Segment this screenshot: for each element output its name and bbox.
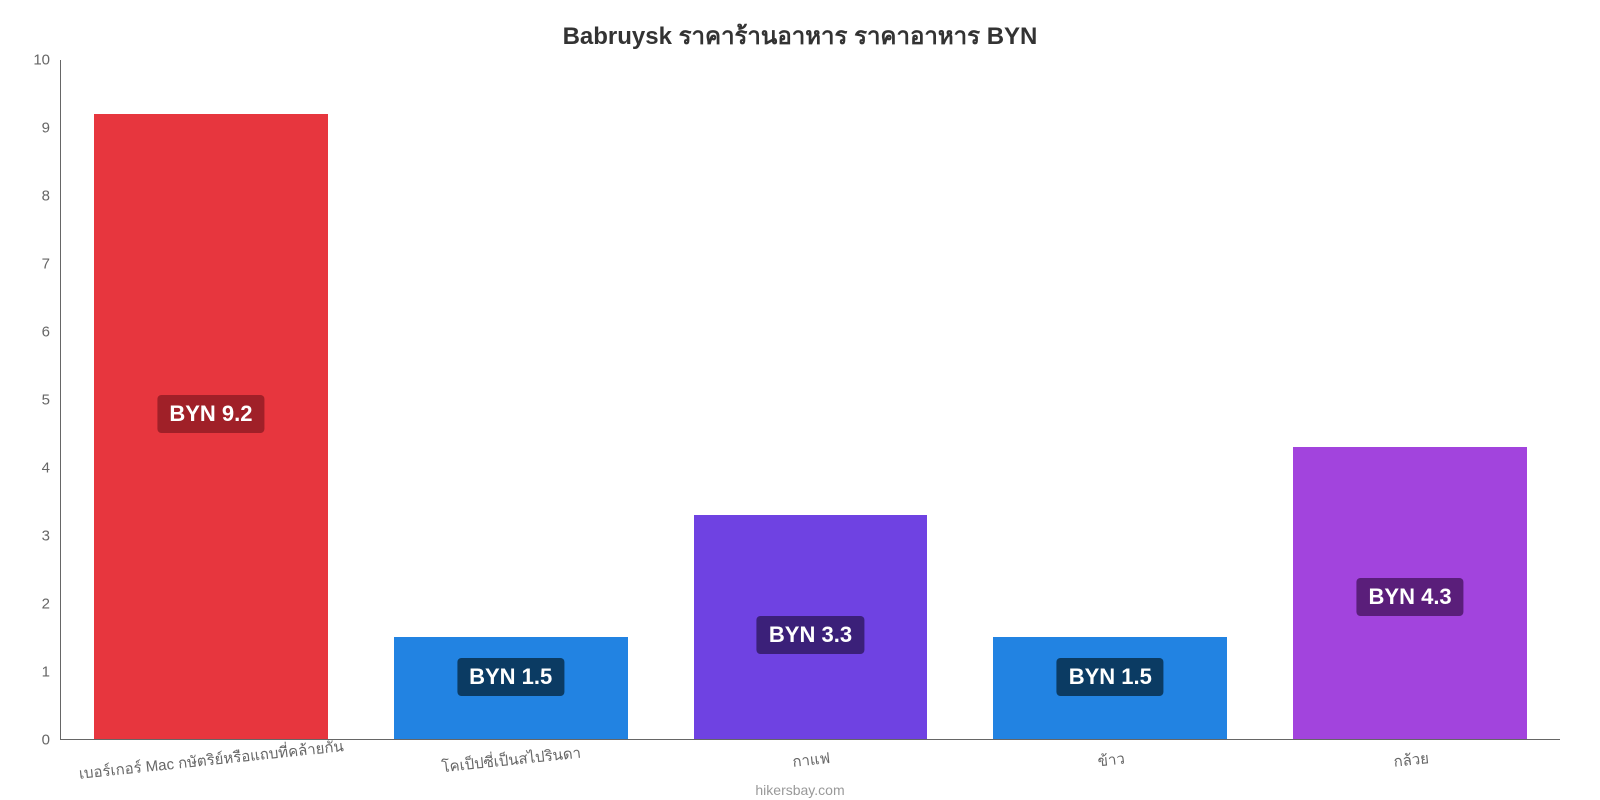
bar-value-label: BYN 1.5 [1057,658,1164,696]
y-tick-label: 5 [42,392,50,409]
bar: BYN 1.5 [993,637,1227,739]
y-tick-label: 0 [42,732,50,749]
bar: BYN 4.3 [1293,447,1527,739]
y-axis: 012345678910 [0,60,60,740]
y-tick-label: 9 [42,120,50,137]
y-tick-label: 8 [42,188,50,205]
x-tick-label: กาแฟ [791,746,831,774]
bar-value-label: BYN 9.2 [157,395,264,433]
bar-value-label: BYN 1.5 [457,658,564,696]
x-tick-label: เบอร์เกอร์ Mac กษัตริย์หรือแถบที่คล้ายกั… [78,734,345,786]
bar-value-label: BYN 3.3 [757,616,864,654]
y-tick-label: 7 [42,256,50,273]
x-tick-label: ข้าว [1097,747,1126,774]
y-tick-label: 10 [33,52,50,69]
bar: BYN 9.2 [94,114,328,739]
bar: BYN 1.5 [394,637,628,739]
y-tick-label: 6 [42,324,50,341]
chart-title: Babruysk ราคาร้านอาหาร ราคาอาหาร BYN [0,0,1600,55]
attribution: hikersbay.com [755,782,844,798]
bar-value-label: BYN 4.3 [1357,578,1464,616]
plot-area: BYN 9.2 BYN 1.5 BYN 3.3 BYN 1.5 BYN 4.3 [60,60,1560,740]
bar: BYN 3.3 [694,515,928,739]
y-tick-label: 2 [42,596,50,613]
bars-wrap: BYN 9.2 BYN 1.5 BYN 3.3 BYN 1.5 BYN 4.3 [61,60,1560,739]
y-tick-label: 3 [42,528,50,545]
bar-chart: Babruysk ราคาร้านอาหาร ราคาอาหาร BYN 0 1 2… [0,0,1600,800]
y-tick-label: 1 [42,664,50,681]
x-tick-label: กล้วย [1392,746,1430,774]
y-tick-label: 4 [42,460,50,477]
x-tick-label: โคเป็ปซี่เป็นสไปรินดา [440,741,582,780]
